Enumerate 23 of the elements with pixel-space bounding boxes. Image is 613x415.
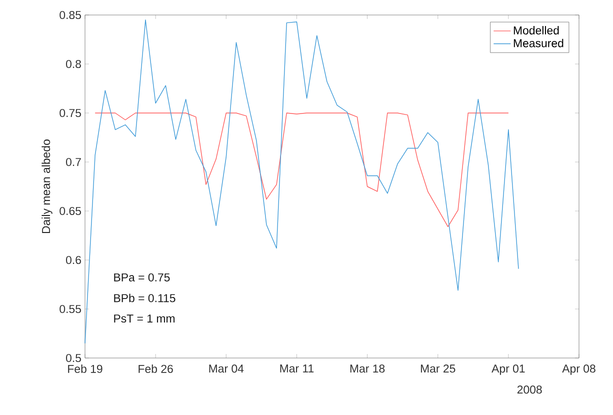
- x-tick-label: Mar 25: [420, 364, 456, 373]
- y-tick-label: 0.65: [60, 206, 81, 216]
- annotation: PsT = 1 mm: [114, 314, 175, 323]
- y-tick-label: 0.6: [66, 256, 81, 264]
- y-axis-title: Daily mean albedo: [42, 140, 52, 234]
- text: 2008: [517, 386, 542, 394]
- y-tick-label: 0.5: [66, 354, 81, 362]
- x-tick-label: Mar 18: [350, 364, 385, 373]
- legend-label: Measured: [514, 38, 564, 48]
- y-tick-label: 0.75: [60, 108, 81, 118]
- x-tick-label: Feb 26: [138, 364, 173, 373]
- x-tick-label: Mar 11: [280, 364, 314, 373]
- x-tick-label: Mar 04: [209, 364, 244, 373]
- x-tick-label: Apr 01: [492, 364, 525, 375]
- x-tick-label: Feb 19: [68, 364, 102, 373]
- y-tick-label: 0.7: [66, 158, 81, 166]
- x-tick-label: Apr 08: [562, 364, 596, 375]
- y-tick-label: 0.8: [66, 60, 81, 68]
- annotation: BPb = 0.115: [114, 294, 176, 302]
- annotation: BPa = 0.75: [114, 273, 170, 282]
- y-tick-label: 0.55: [60, 304, 81, 314]
- y-tick-label: 0.85: [60, 10, 81, 20]
- legend-label: Modelled: [514, 26, 559, 34]
